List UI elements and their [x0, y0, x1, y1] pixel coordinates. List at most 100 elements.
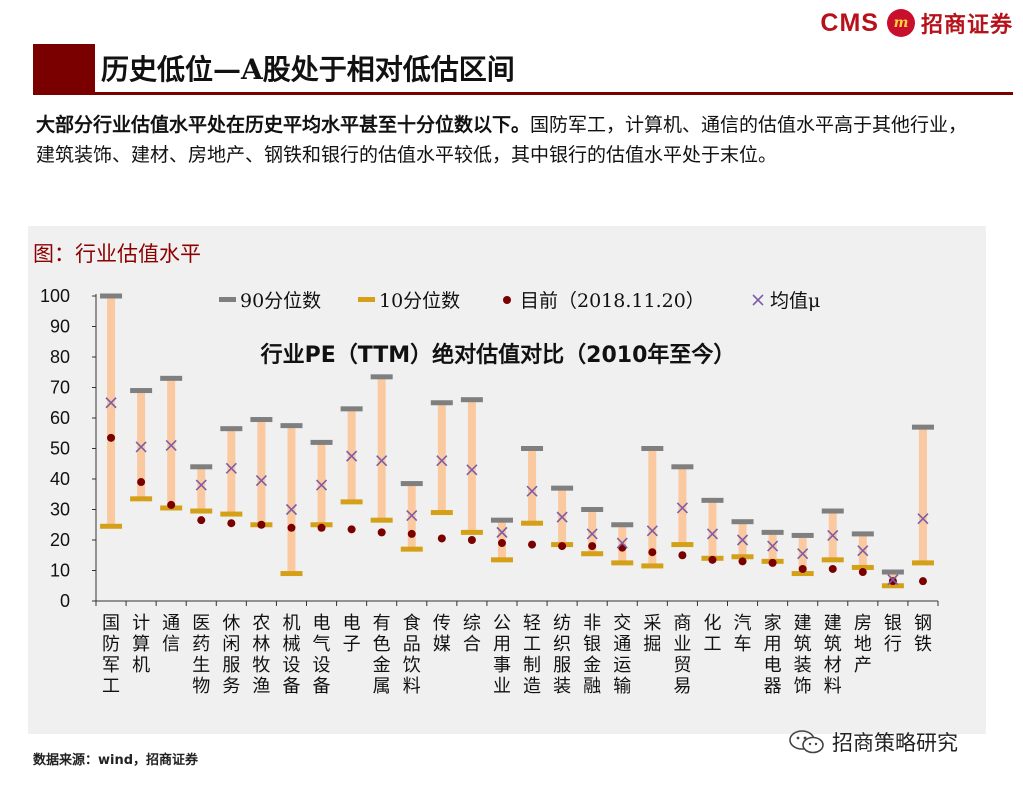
chart-panel — [28, 226, 986, 734]
mean-marker — [586, 528, 598, 540]
logo-mark-icon: m — [886, 9, 915, 37]
legend-p10-swatch — [358, 297, 375, 302]
current-dot — [257, 520, 266, 529]
current-dot — [798, 564, 807, 573]
mean-marker — [556, 511, 568, 523]
x-tick-label: 采掘 — [643, 613, 661, 655]
mean-marker — [767, 540, 779, 552]
mean-marker — [496, 526, 508, 538]
x-tick-label: 家用电器 — [764, 613, 782, 697]
x-tick-label: 机械设备 — [282, 613, 300, 697]
current-dot — [678, 551, 687, 560]
p10-marker — [611, 560, 634, 566]
mean-marker — [255, 474, 267, 487]
x-tick-label: 建筑材料 — [824, 613, 842, 697]
x-tick-label: 计算机 — [132, 613, 150, 676]
p90-marker — [911, 424, 934, 430]
mean-marker — [105, 397, 117, 409]
p90-marker — [521, 446, 544, 451]
y-tick-label: 70 — [50, 378, 70, 398]
p90-marker — [310, 439, 333, 445]
current-dot — [197, 516, 206, 525]
current-dot — [528, 540, 537, 549]
current-dot — [738, 557, 747, 566]
p10-marker — [490, 557, 513, 563]
p90-marker — [581, 507, 604, 512]
p10-marker — [190, 508, 213, 514]
p90-marker — [280, 423, 303, 429]
p10-marker — [430, 510, 453, 516]
legend-mean-swatch — [752, 294, 764, 306]
x-tick-label: 建筑装饰 — [794, 613, 812, 697]
x-tick-label: 房地产 — [854, 613, 872, 676]
page-title: 历史低位—A股处于相对低估区间 — [101, 53, 515, 86]
p90-marker — [160, 375, 183, 381]
y-tick-label: 40 — [50, 469, 70, 489]
range-bar — [257, 419, 266, 525]
current-dot — [467, 536, 476, 544]
range-bar — [377, 376, 386, 521]
mean-marker — [315, 479, 328, 491]
y-tick-label: 10 — [50, 561, 70, 581]
watermark-text: 招商策略研究 — [832, 731, 958, 755]
range-bar — [137, 390, 146, 499]
range-bar — [167, 378, 176, 508]
y-tick-label: 0 — [60, 591, 70, 611]
p90-marker — [190, 464, 213, 470]
mean-marker — [736, 534, 749, 546]
current-dot — [648, 548, 657, 557]
x-tick-label: 传媒 — [433, 613, 451, 655]
p10-marker — [130, 496, 153, 502]
current-dot — [708, 555, 717, 564]
mean-marker — [346, 450, 358, 462]
mean-marker — [195, 479, 207, 491]
mean-marker — [285, 503, 298, 516]
title-accent-block — [33, 44, 95, 92]
p90-marker — [641, 446, 664, 451]
x-tick-label: 轻工制造 — [523, 613, 541, 697]
range-bar — [588, 509, 597, 554]
current-dot — [768, 558, 777, 567]
p90-marker — [130, 388, 153, 394]
p10-marker — [581, 551, 604, 557]
current-dot — [167, 500, 176, 509]
y-tick-label: 80 — [50, 347, 70, 367]
watermark: 招商策略研究 — [788, 727, 958, 757]
current-dot — [317, 523, 326, 532]
p90-marker — [881, 569, 904, 575]
legend-p90-label: 90分位数 — [240, 290, 321, 312]
mean-marker — [917, 513, 929, 525]
range-bar — [467, 399, 476, 533]
p10-marker — [851, 564, 874, 570]
p90-marker — [460, 397, 483, 403]
current-dot — [588, 542, 597, 551]
y-tick-label: 30 — [50, 500, 70, 520]
range-bar — [317, 442, 326, 525]
p10-marker — [370, 517, 393, 523]
p90-marker — [250, 417, 273, 423]
p90-marker — [611, 522, 634, 528]
p10-marker — [460, 529, 483, 535]
p90-marker — [701, 497, 724, 503]
p90-marker — [731, 519, 754, 525]
range-bar — [437, 402, 446, 513]
mean-marker — [797, 548, 809, 560]
x-tick-label: 电子 — [343, 613, 361, 655]
x-tick-label: 通信 — [162, 613, 180, 655]
mean-marker — [646, 525, 658, 537]
p10-marker — [220, 511, 243, 517]
x-tick-label: 国防军工 — [102, 613, 120, 697]
range-bar — [197, 466, 206, 512]
p90-marker — [761, 529, 784, 535]
x-tick-label: 交通运输 — [613, 613, 631, 697]
x-tick-label: 农林牧渔 — [252, 613, 270, 697]
legend-current-label: 目前（2018.11.20） — [520, 290, 705, 312]
x-tick-label: 医药生物 — [192, 613, 210, 697]
y-tick-label: 100 — [40, 286, 70, 306]
mean-marker — [706, 528, 719, 540]
current-dot — [407, 529, 416, 538]
range-bar — [287, 425, 296, 574]
y-tick-label: 50 — [50, 439, 70, 459]
current-dot — [888, 577, 897, 586]
mean-marker — [436, 455, 448, 467]
